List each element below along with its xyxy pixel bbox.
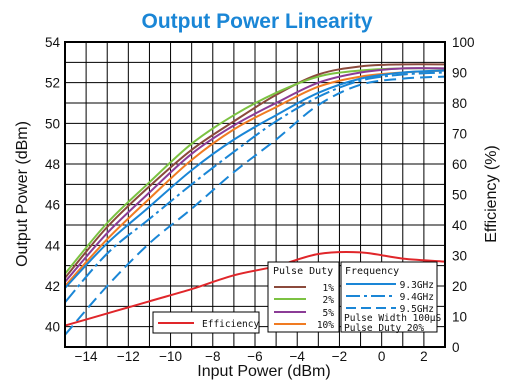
x-tick-label: 2 <box>420 349 428 364</box>
series-line-efficiency <box>64 250 446 327</box>
y-tick-label: 50 <box>45 116 60 131</box>
y-axis-label: Output Power (dBm) <box>14 121 31 267</box>
y2-tick-label: 50 <box>452 188 467 203</box>
x-tick-label: −8 <box>205 349 220 364</box>
y-tick-label: 48 <box>45 157 60 172</box>
y-tick-label: 40 <box>45 320 60 335</box>
series-layer <box>64 63 446 336</box>
y-tick-label: 44 <box>45 238 61 253</box>
legend-duty-5: 5% <box>323 308 335 319</box>
series-line-1 <box>64 63 446 279</box>
legend-freq-9-3: 9.3GHz <box>400 280 434 291</box>
y2-tick-label: 40 <box>452 218 467 233</box>
legend-note-pulse-duty: Pulse Duty 20% <box>344 323 424 334</box>
plot-frame <box>64 41 446 348</box>
legend-freq-9-4: 9.4GHz <box>400 292 434 303</box>
y2-tick-label: 30 <box>452 249 467 264</box>
y-tick-label: 42 <box>45 279 60 294</box>
x-tick-label: −10 <box>159 349 182 364</box>
y-tick-label: 52 <box>45 76 60 91</box>
x-tick-label: 0 <box>378 349 386 364</box>
y2-tick-label: 70 <box>452 127 467 142</box>
x-tick-label: −12 <box>117 349 140 364</box>
x-axis-label: Input Power (dBm) <box>197 363 330 380</box>
legend-duty-10: 10% <box>317 320 334 331</box>
legend-note-pulse-width: Pulse Width 100μS <box>344 313 442 324</box>
x-tick-label: −2 <box>332 349 347 364</box>
series-line-9-5ghz <box>64 75 446 336</box>
y-tick-label: 46 <box>45 198 60 213</box>
legend-frequency: Frequency 9.3GHz 9.4GHz 9.5GHz Pulse Wid… <box>340 261 442 334</box>
legend-label-efficiency: Efficiency <box>202 319 259 330</box>
series-line-9-4ghz <box>64 71 446 303</box>
legend-duty-1: 1% <box>323 283 335 294</box>
y2-tick-label: 0 <box>452 340 460 355</box>
y2-tick-label: 20 <box>452 279 467 294</box>
y2-tick-label: 60 <box>452 157 467 172</box>
legend-duty-2: 2% <box>323 295 335 306</box>
y2-axis-label: Efficiency (%) <box>483 145 500 243</box>
legend-freq-title: Frequency <box>345 266 399 277</box>
legend-duty-title: Pulse Duty <box>273 266 333 277</box>
tick-labels: −14 −12 −10 −8 −6 −4 −2 0 2 40 42 44 46 48 50 52 54 0 10 20… <box>45 35 475 364</box>
chart-title: Output Power Linearity <box>141 10 372 33</box>
y-tick-label: 54 <box>45 35 61 50</box>
legend-pulse-duty: Pulse Duty 1% 2% 5% 10% <box>267 261 340 333</box>
x-tick-label: −6 <box>247 349 262 364</box>
y2-tick-label: 100 <box>452 35 475 50</box>
series-line-9-3ghz <box>64 69 446 289</box>
legend-efficiency: Efficiency <box>152 311 260 334</box>
y2-tick-label: 80 <box>452 96 467 111</box>
x-tick-label: −14 <box>75 349 98 364</box>
y2-tick-label: 90 <box>452 66 467 81</box>
legend-freq-9-5: 9.5GHz <box>400 304 434 315</box>
series-line-5 <box>64 67 446 283</box>
x-tick-label: −4 <box>290 349 306 364</box>
y2-tick-label: 10 <box>452 310 467 325</box>
